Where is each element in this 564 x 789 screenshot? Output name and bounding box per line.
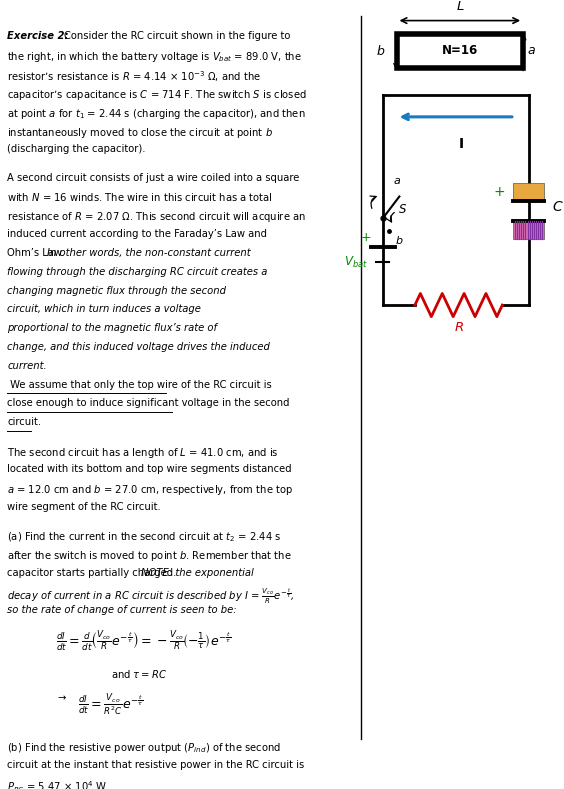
Text: $V_{bat}$: $V_{bat}$ [343, 254, 368, 270]
Text: We assume that only the top wire of the RC circuit is: We assume that only the top wire of the … [7, 380, 272, 390]
Text: $R$: $R$ [453, 321, 464, 334]
Text: resistor’s resistance is $R$ = 4.14 × 10$^{-3}$ Ω, and the: resistor’s resistance is $R$ = 4.14 × 10… [7, 69, 262, 84]
Text: The second circuit has a length of $L$ = 41.0 cm, and is: The second circuit has a length of $L$ =… [7, 446, 279, 459]
Text: located with its bottom and top wire segments distanced: located with its bottom and top wire seg… [7, 465, 292, 474]
Text: circuit, which in turn induces a voltage: circuit, which in turn induces a voltage [7, 305, 201, 314]
Text: the right, in which the battery voltage is $V_{bat}$ = 89.0 V, the: the right, in which the battery voltage … [7, 50, 302, 64]
Text: $C$: $C$ [552, 200, 563, 215]
Text: with $N$ = 16 winds. The wire in this circuit has a total: with $N$ = 16 winds. The wire in this ci… [7, 192, 273, 204]
Text: circuit.: circuit. [7, 417, 41, 428]
Text: $b$: $b$ [395, 234, 403, 246]
Text: close enough to induce significant voltage in the second: close enough to induce significant volta… [7, 398, 290, 409]
Text: change, and this induced voltage drives the induced: change, and this induced voltage drives … [7, 342, 270, 352]
Text: $\mathbf{I}$: $\mathbf{I}$ [459, 137, 464, 151]
Text: $a$: $a$ [527, 44, 536, 57]
Text: In other words, the non-constant current: In other words, the non-constant current [47, 248, 251, 258]
Text: Exercise 2:: Exercise 2: [7, 32, 69, 42]
Text: so the rate of change of current is seen to be:: so the rate of change of current is seen… [7, 605, 237, 615]
Text: +: + [361, 230, 372, 244]
Text: $P_{RC}$ = 5.47 × 10$^4$ W.: $P_{RC}$ = 5.47 × 10$^4$ W. [7, 779, 110, 789]
FancyBboxPatch shape [513, 221, 544, 239]
Text: $\frac{dI}{dt} = \frac{d}{dt}\!\left(\frac{V_{co}}{R}e^{-\frac{t}{\tau}}\right) : $\frac{dI}{dt} = \frac{d}{dt}\!\left(\fr… [56, 630, 231, 654]
Text: N=16: N=16 [442, 44, 478, 57]
Text: resistance of $R$ = 2.07 Ω. This second circuit will acquire an: resistance of $R$ = 2.07 Ω. This second … [7, 210, 306, 224]
FancyBboxPatch shape [396, 34, 523, 68]
Text: $\rightarrow$: $\rightarrow$ [56, 692, 68, 702]
Text: changing magnetic flux through the second: changing magnetic flux through the secon… [7, 286, 226, 296]
Text: Ohm’s Law.: Ohm’s Law. [7, 248, 68, 258]
Text: (b) Find the resistive power output ($P_{ind}$) of the second: (b) Find the resistive power output ($P_… [7, 742, 281, 755]
Text: after the switch is moved to point $b$. Remember that the: after the switch is moved to point $b$. … [7, 549, 292, 563]
Text: $S$: $S$ [398, 203, 407, 216]
Text: circuit at the instant that resistive power in the RC circuit is: circuit at the instant that resistive po… [7, 761, 305, 770]
Text: $a$ = 12.0 cm and $b$ = 27.0 cm, respectively, from the top: $a$ = 12.0 cm and $b$ = 27.0 cm, respect… [7, 483, 293, 497]
Text: wire segment of the RC circuit.: wire segment of the RC circuit. [7, 502, 161, 512]
Text: current.: current. [7, 361, 47, 371]
Text: capacitor starts partially charged.: capacitor starts partially charged. [7, 568, 183, 578]
Text: decay of current in a RC circuit is described by $I$ = $\frac{V_{co}}{R}$$e^{-\f: decay of current in a RC circuit is desc… [7, 587, 295, 606]
Text: $a$: $a$ [393, 176, 400, 185]
Text: capacitor’s capacitance is $C$ = 714 F. The switch $S$ is closed: capacitor’s capacitance is $C$ = 714 F. … [7, 88, 307, 102]
Text: $L$: $L$ [456, 0, 464, 13]
FancyBboxPatch shape [513, 183, 544, 201]
Text: flowing through the discharging RC circuit creates a: flowing through the discharging RC circu… [7, 267, 268, 277]
Text: +: + [494, 185, 505, 199]
Text: $b$: $b$ [376, 43, 386, 58]
Text: $\frac{dI}{dt} = \frac{V_{co}}{R^2C}e^{-\frac{t}{\tau}}$: $\frac{dI}{dt} = \frac{V_{co}}{R^2C}e^{-… [78, 692, 143, 717]
Text: and $\tau = RC$: and $\tau = RC$ [111, 667, 167, 679]
Text: instantaneously moved to close the circuit at point $b$: instantaneously moved to close the circu… [7, 125, 273, 140]
Text: (a) Find the current in the second circuit at $t_2$ = 2.44 s: (a) Find the current in the second circu… [7, 530, 281, 544]
Text: NOTE: the exponential: NOTE: the exponential [141, 568, 254, 578]
Text: Consider the RC circuit shown in the figure to: Consider the RC circuit shown in the fig… [64, 32, 291, 42]
Text: induced current according to the Faraday’s Law and: induced current according to the Faraday… [7, 229, 267, 239]
Text: (discharging the capacitor).: (discharging the capacitor). [7, 144, 146, 155]
Text: proportional to the magnetic flux’s rate of: proportional to the magnetic flux’s rate… [7, 323, 217, 333]
Text: A second circuit consists of just a wire coiled into a square: A second circuit consists of just a wire… [7, 173, 299, 182]
Text: at point $a$ for $t_1$ = 2.44 s (charging the capacitor), and then: at point $a$ for $t_1$ = 2.44 s (chargin… [7, 107, 306, 121]
